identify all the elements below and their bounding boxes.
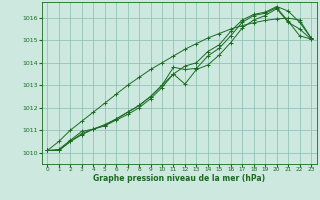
X-axis label: Graphe pression niveau de la mer (hPa): Graphe pression niveau de la mer (hPa) xyxy=(93,174,265,183)
